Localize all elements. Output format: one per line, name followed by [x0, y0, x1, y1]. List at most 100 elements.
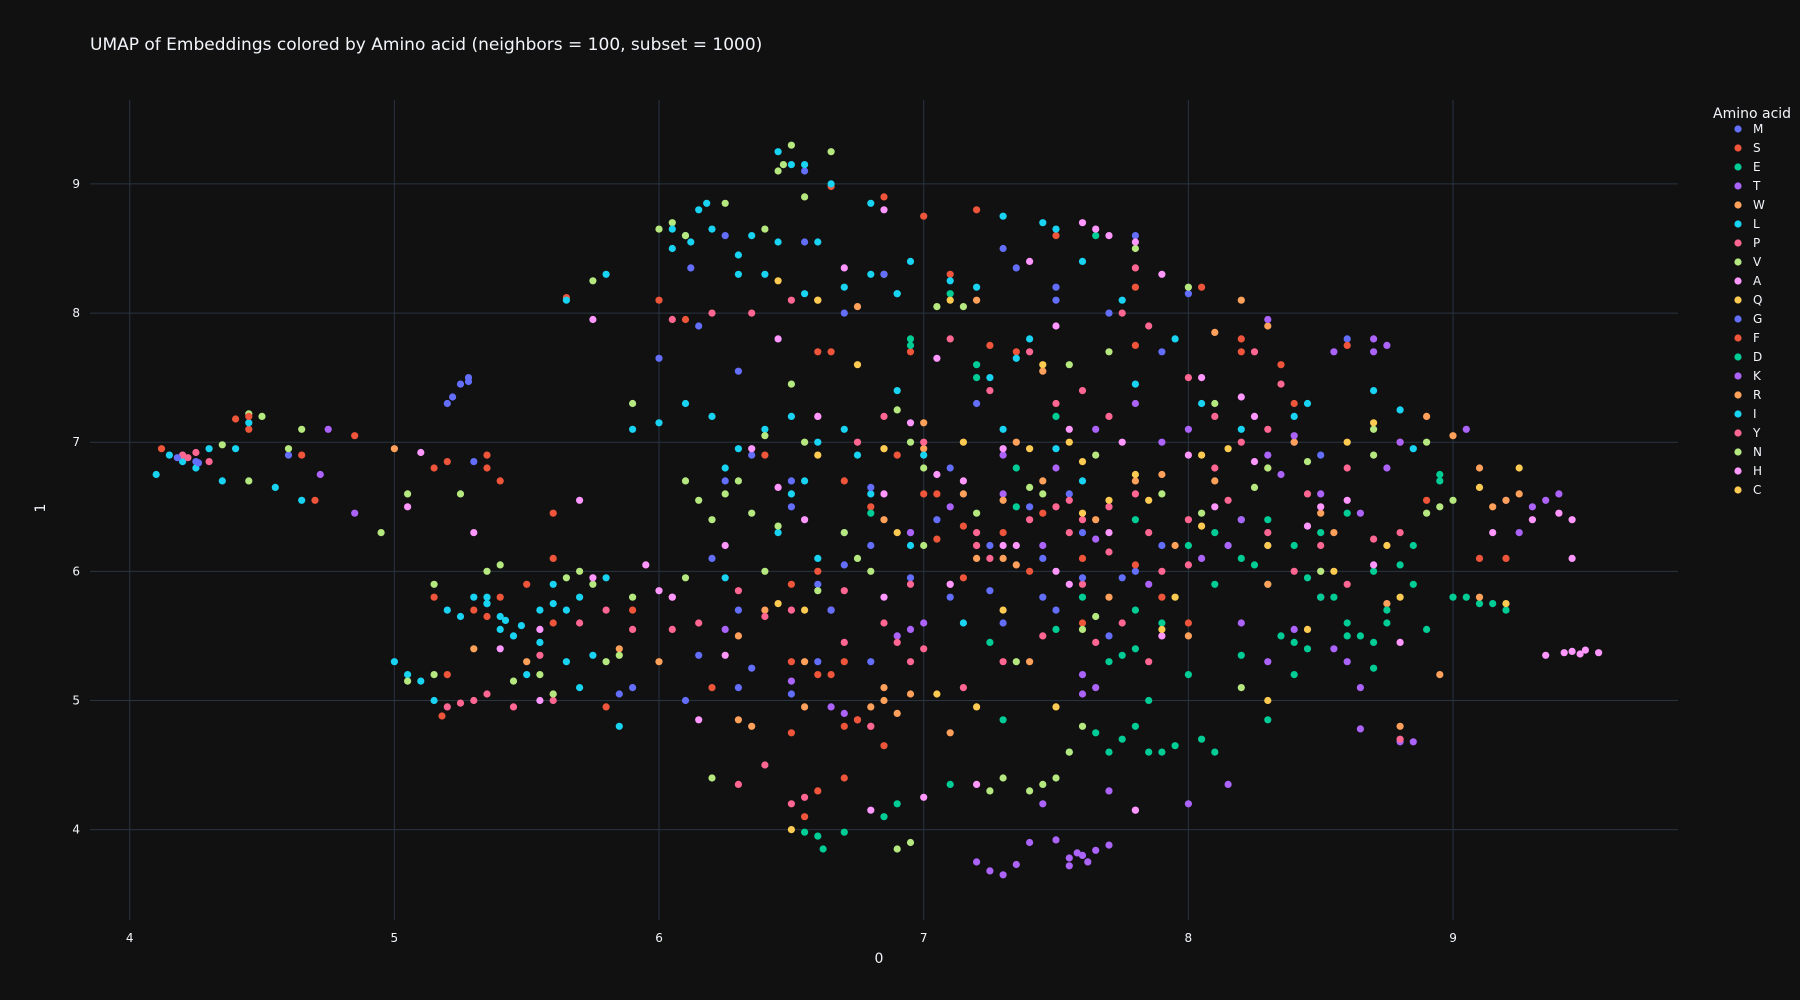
data-point — [536, 651, 544, 659]
data-point — [787, 296, 796, 304]
data-point — [801, 813, 809, 821]
legend-item-V[interactable]: V — [1734, 255, 1762, 269]
data-point — [761, 425, 769, 433]
data-point — [1264, 580, 1272, 588]
data-point — [1370, 535, 1378, 543]
data-point — [774, 238, 782, 246]
data-point — [1158, 748, 1166, 756]
data-point — [893, 451, 901, 459]
data-point — [351, 509, 359, 517]
data-point — [1065, 496, 1073, 504]
data-point — [787, 606, 796, 614]
data-point — [298, 496, 306, 504]
data-point — [1264, 716, 1272, 724]
legend-item-M[interactable]: M — [1734, 122, 1763, 136]
legend-item-S[interactable]: S — [1734, 141, 1761, 155]
data-point — [1078, 619, 1087, 627]
data-point — [801, 516, 809, 524]
data-point — [840, 425, 848, 433]
data-point — [840, 722, 848, 730]
data-point — [867, 722, 875, 730]
data-point — [496, 625, 504, 634]
data-point — [1012, 354, 1020, 362]
legend-item-A[interactable]: A — [1734, 274, 1762, 288]
data-point — [695, 716, 703, 724]
data-point — [464, 377, 473, 386]
data-point — [1303, 574, 1312, 582]
legend-item-G[interactable]: G — [1734, 312, 1762, 326]
data-point — [1052, 606, 1060, 614]
data-point — [1250, 561, 1259, 569]
data-point — [973, 703, 981, 711]
data-point — [173, 454, 181, 462]
data-point — [523, 580, 531, 588]
data-point — [973, 858, 981, 866]
data-point — [1250, 483, 1259, 491]
legend-item-P[interactable]: P — [1734, 236, 1760, 250]
data-point — [681, 574, 690, 582]
data-point — [933, 535, 941, 543]
data-point — [1290, 567, 1298, 575]
data-point — [1370, 451, 1378, 459]
legend-item-H[interactable]: H — [1734, 464, 1762, 478]
legend-item-D[interactable]: D — [1734, 350, 1762, 364]
data-point — [404, 503, 412, 511]
data-point — [1012, 464, 1020, 472]
x-tick-label: 8 — [1185, 931, 1193, 945]
data-point — [1131, 477, 1139, 485]
data-point — [1171, 593, 1179, 601]
data-point — [933, 516, 941, 524]
legend-item-F[interactable]: F — [1734, 331, 1760, 345]
legend-item-Y[interactable]: Y — [1734, 426, 1761, 440]
legend-item-R[interactable]: R — [1734, 388, 1761, 402]
data-point — [1184, 516, 1192, 524]
legend-label: K — [1753, 369, 1762, 383]
data-point — [496, 645, 504, 653]
data-point — [880, 696, 888, 705]
legend-item-N[interactable]: N — [1734, 445, 1762, 459]
data-point — [933, 470, 941, 479]
data-point — [390, 445, 398, 453]
data-point — [787, 580, 796, 588]
data-point — [1198, 522, 1206, 530]
data-point — [655, 419, 663, 427]
data-point — [1092, 638, 1100, 647]
data-point — [734, 270, 743, 278]
data-point — [814, 296, 822, 304]
data-point — [748, 664, 756, 672]
data-point — [390, 658, 398, 666]
data-point — [853, 361, 862, 369]
data-point — [496, 612, 504, 621]
data-point — [959, 303, 968, 311]
legend-item-W[interactable]: W — [1734, 198, 1765, 212]
data-point — [602, 574, 610, 582]
data-point — [245, 425, 253, 433]
data-point — [1105, 841, 1113, 849]
legend-item-L[interactable]: L — [1734, 217, 1760, 231]
data-point — [814, 438, 822, 446]
data-point — [1012, 860, 1020, 869]
data-point — [880, 193, 888, 201]
data-point — [655, 587, 663, 595]
data-point — [1145, 496, 1153, 504]
legend-item-E[interactable]: E — [1734, 160, 1761, 174]
data-point — [687, 264, 695, 272]
data-point — [1303, 458, 1312, 466]
legend-marker — [1734, 391, 1742, 399]
data-point — [205, 458, 213, 466]
data-point — [1462, 425, 1470, 433]
data-point — [470, 529, 478, 537]
data-point — [1330, 593, 1338, 601]
data-point — [517, 622, 526, 630]
data-point — [483, 612, 491, 621]
data-point — [774, 277, 782, 285]
legend-item-K[interactable]: K — [1734, 369, 1762, 383]
legend-item-T[interactable]: T — [1734, 179, 1761, 193]
data-point — [1131, 490, 1139, 498]
legend-item-Q[interactable]: Q — [1734, 293, 1762, 307]
data-point — [1105, 412, 1113, 420]
legend-item-C[interactable]: C — [1734, 483, 1761, 497]
data-point — [814, 671, 822, 679]
legend-item-I[interactable]: I — [1734, 407, 1757, 421]
data-point — [1158, 619, 1166, 627]
